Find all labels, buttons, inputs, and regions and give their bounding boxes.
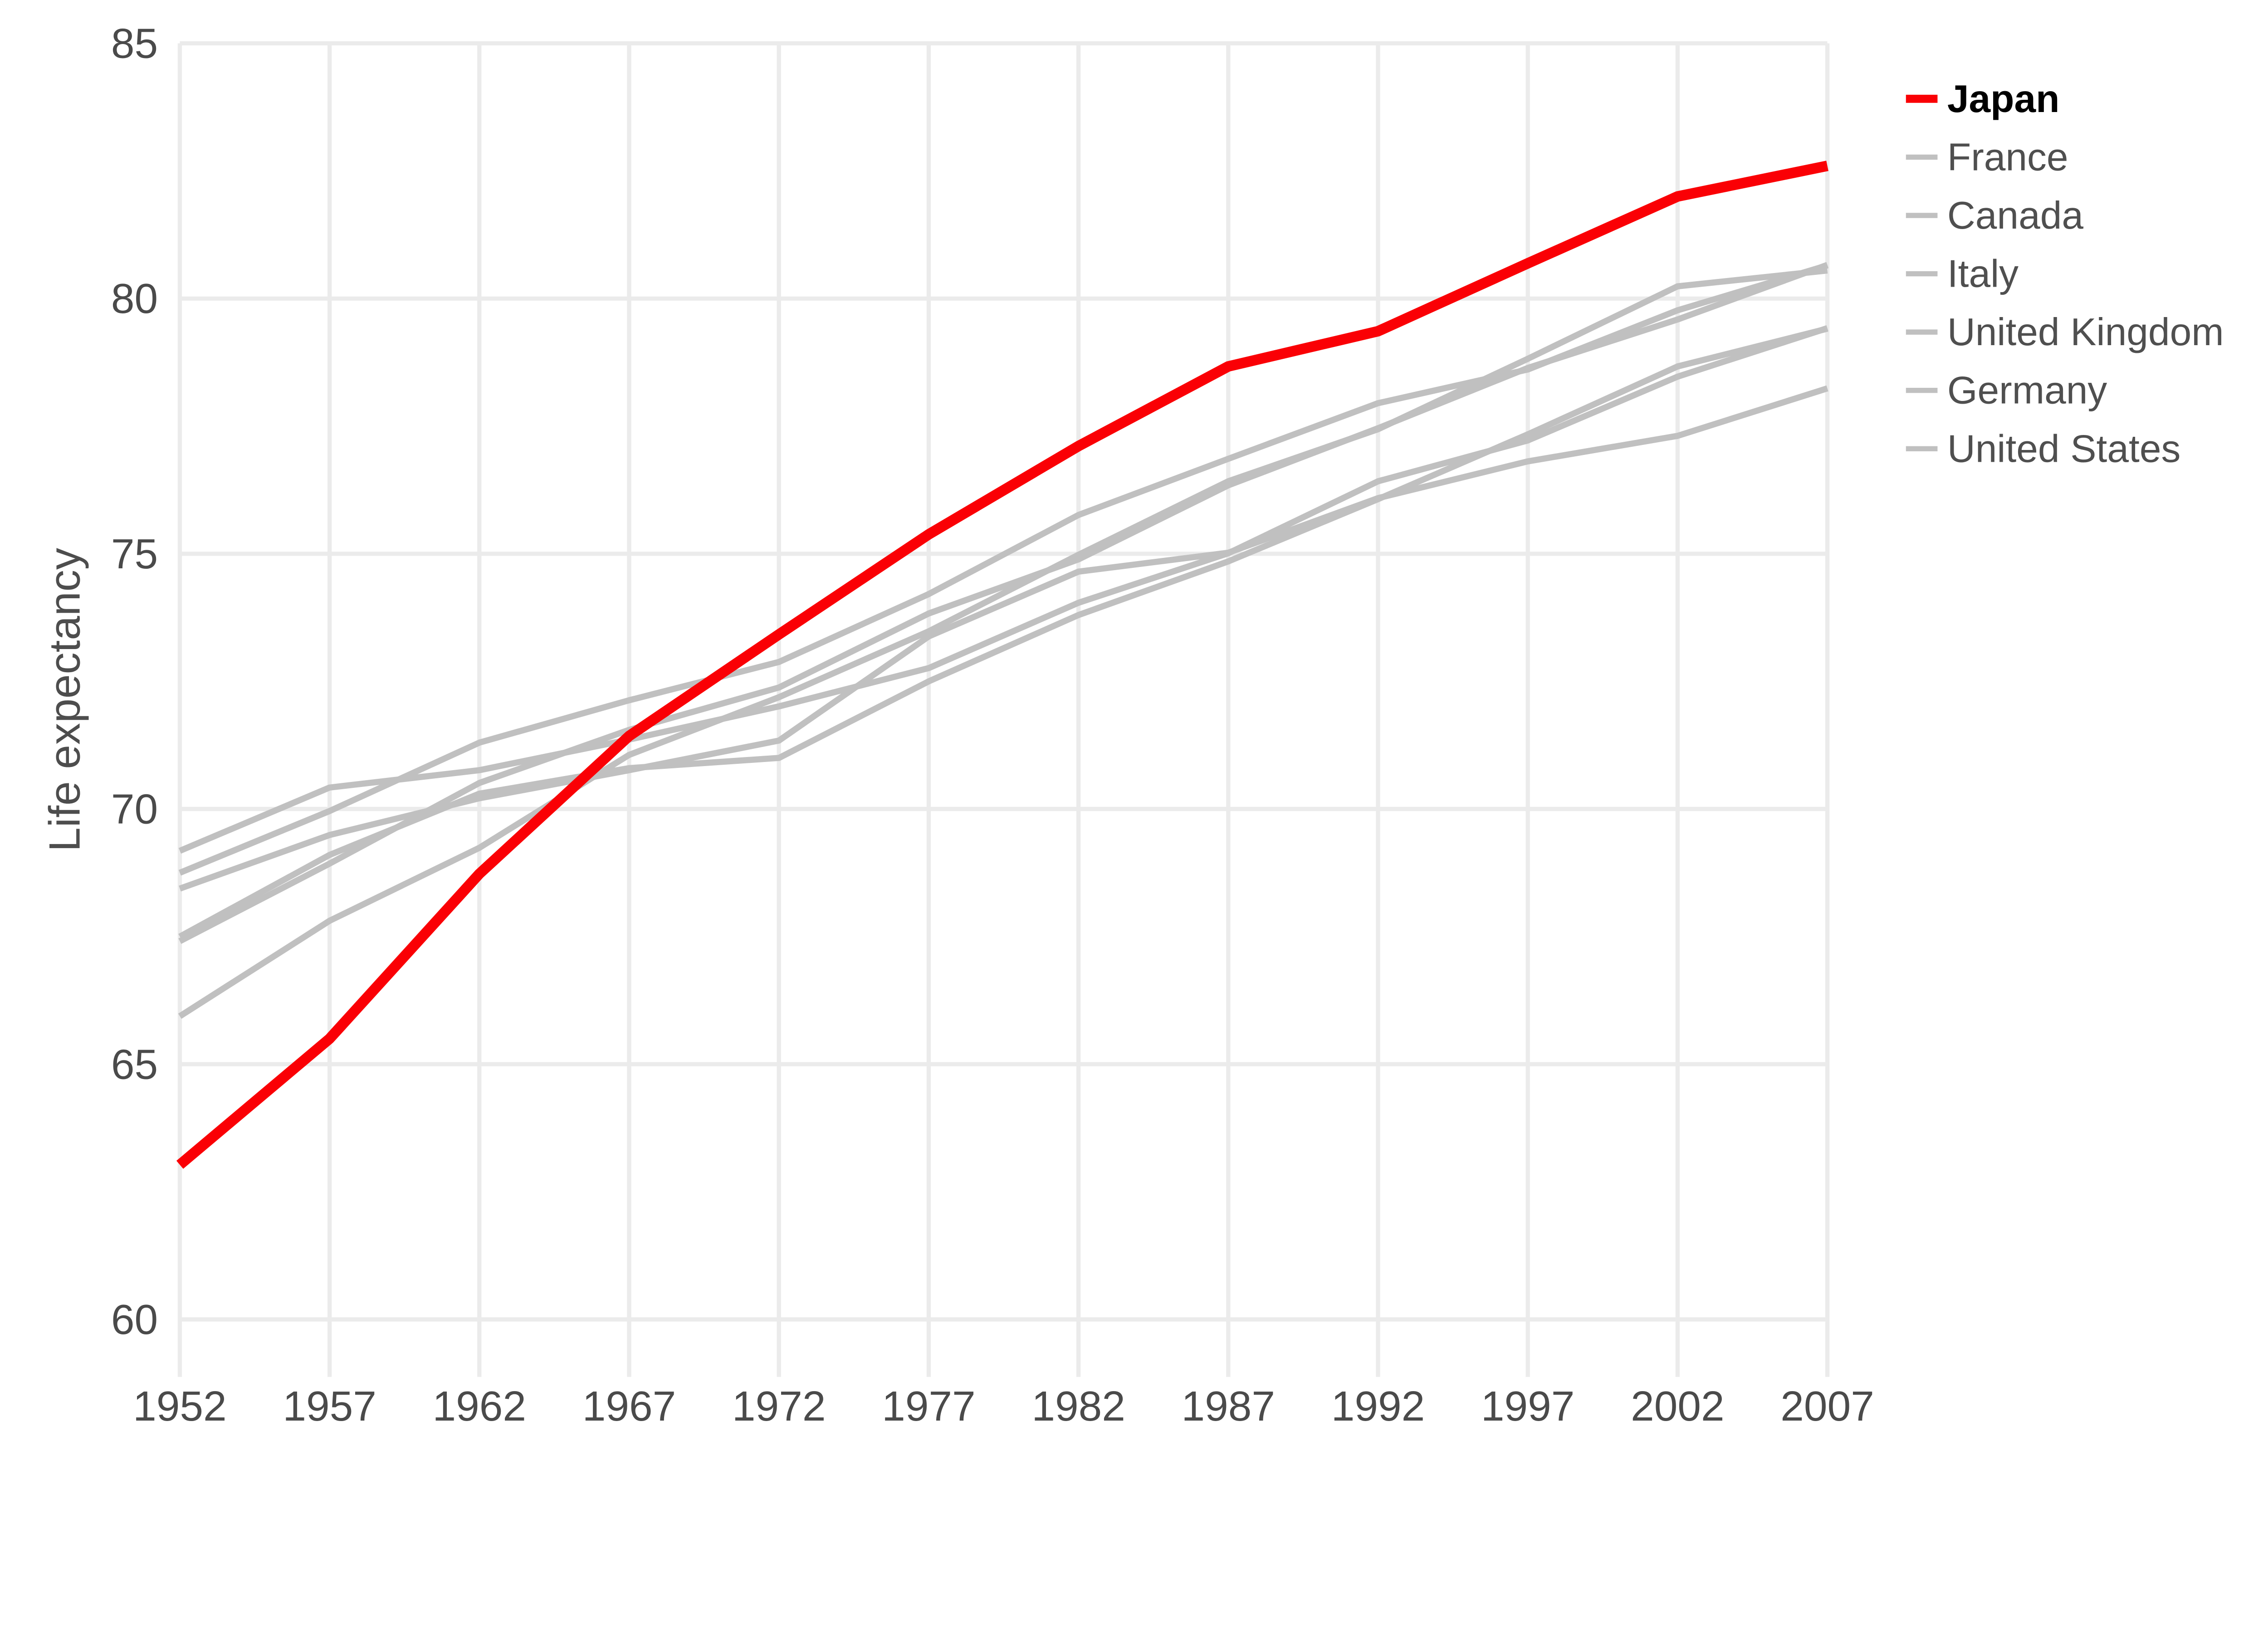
x-tick-label-1962: 1962 [433,1382,527,1430]
legend: Japan France Canada Italy United Kingdom Germ… [1906,77,2224,470]
x-tick-label-1982: 1982 [1031,1382,1125,1430]
x-tick-label-2007: 2007 [1780,1382,1874,1430]
series-line-united-kingdom [178,325,1828,854]
x-tick-label-1952: 1952 [133,1382,227,1430]
x-tick-label-1967: 1967 [582,1382,676,1430]
y-tick-label-75: 75 [111,530,158,577]
series-line-germany [178,326,1828,939]
series-line-france [178,262,1828,944]
life-expectancy-line-chart: 1952 1957 1962 1967 1972 1977 1982 1987 1992 1997… [40,20,2224,1430]
y-tick-label-80: 80 [111,275,158,322]
gridlines [177,41,1830,1377]
series-line-canada [178,262,1828,876]
x-tick-label-1972: 1972 [732,1382,826,1430]
y-tick-label-65: 65 [111,1040,158,1088]
x-tick-label-1987: 1987 [1182,1382,1276,1430]
legend-item-canada: Canada [1947,194,2084,237]
series-line-italy [178,267,1828,1019]
x-tick-label-1992: 1992 [1331,1382,1425,1430]
x-tick-label-2002: 2002 [1631,1382,1725,1430]
legend-item-united-kingdom: United Kingdom [1947,310,2224,354]
series-line-japan [176,161,1828,1169]
legend-item-japan: Japan [1947,77,2060,121]
y-tick-label-60: 60 [111,1296,158,1343]
legend-item-united-states: United States [1947,427,2181,470]
y-axis-title: Life expectancy [40,547,89,852]
x-tick-label-1997: 1997 [1481,1382,1575,1430]
legend-item-france: France [1947,135,2068,179]
legend-item-germany: Germany [1947,369,2107,412]
x-axis-tick-labels: 1952 1957 1962 1967 1972 1977 1982 1987 1992 1997… [133,1382,1874,1430]
y-tick-label-85: 85 [111,20,158,67]
x-tick-label-1977: 1977 [882,1382,976,1430]
y-tick-label-70: 70 [111,786,158,833]
y-axis-tick-labels: 60 65 70 75 80 85 [111,20,158,1343]
legend-item-italy: Italy [1947,252,2019,296]
series-lines [176,161,1828,1169]
x-tick-label-1957: 1957 [283,1382,376,1430]
